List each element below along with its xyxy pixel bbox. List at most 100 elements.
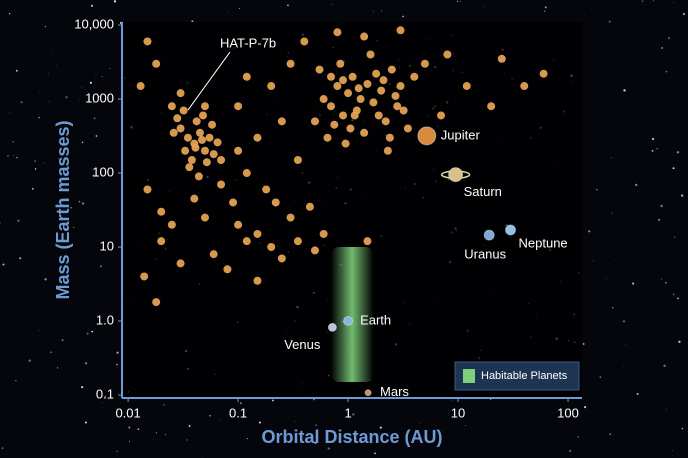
star — [653, 0, 655, 2]
exoplanet-point — [374, 111, 383, 120]
star — [81, 202, 85, 205]
exoplanet-point — [209, 250, 218, 259]
star — [676, 151, 680, 154]
exoplanet-point — [194, 172, 203, 181]
exoplanet-point — [379, 76, 388, 85]
star — [374, 452, 376, 455]
y-tick-label: 10 — [100, 238, 114, 253]
star — [31, 187, 34, 190]
exoplanet-point — [167, 220, 176, 229]
exoplanet-point — [176, 124, 185, 133]
exoplanet-point — [242, 72, 251, 81]
star — [7, 154, 9, 157]
x-axis-title: Orbital Distance (AU) — [261, 427, 442, 447]
exoplanet-point — [387, 65, 396, 74]
exoplanet-point — [208, 120, 217, 129]
star — [315, 424, 318, 427]
solar-planet — [483, 229, 495, 241]
x-tick-label: 10 — [451, 405, 465, 420]
star — [116, 363, 118, 366]
exoplanet-point — [346, 124, 355, 133]
star — [665, 282, 667, 284]
star — [186, 439, 188, 441]
star — [287, 4, 289, 7]
star — [52, 403, 54, 404]
planet-label: Neptune — [519, 235, 568, 250]
star — [48, 73, 49, 75]
star — [86, 332, 89, 335]
exoplanet-point — [372, 69, 381, 78]
exoplanet-point — [242, 237, 251, 246]
planet-label: Uranus — [464, 247, 506, 262]
star — [239, 7, 240, 9]
exoplanet-point — [293, 155, 302, 164]
exoplanet-point — [319, 95, 328, 104]
star — [327, 447, 330, 450]
star — [258, 421, 261, 424]
exoplanet-point — [223, 265, 232, 274]
star — [109, 68, 111, 70]
exoplanet-point — [393, 102, 402, 111]
exoplanet-point — [176, 259, 185, 268]
exoplanet-point — [310, 117, 319, 126]
exoplanet-point — [339, 76, 348, 85]
exoplanet-point — [242, 169, 251, 178]
star — [442, 429, 443, 431]
exoplanet-point — [157, 237, 166, 246]
star — [155, 432, 158, 434]
star — [95, 135, 98, 137]
star — [137, 428, 140, 431]
star — [596, 189, 598, 191]
exoplanet-point — [385, 133, 394, 142]
exoplanet-point — [399, 106, 408, 115]
star — [2, 263, 5, 266]
star — [55, 65, 57, 67]
legend-box — [454, 361, 580, 391]
star — [577, 436, 579, 438]
star — [92, 101, 95, 104]
exoplanet-point — [377, 86, 386, 95]
star — [100, 265, 102, 268]
exoplanet-point — [187, 155, 196, 164]
star — [456, 0, 459, 3]
star — [680, 194, 684, 197]
star — [313, 398, 315, 401]
star — [592, 260, 594, 262]
planet-label: Venus — [284, 337, 321, 352]
exoplanet-point — [179, 106, 188, 115]
exoplanet-point — [462, 82, 471, 91]
exoplanet-point — [363, 237, 372, 246]
star — [57, 367, 59, 369]
exoplanet-point — [286, 213, 295, 222]
star — [419, 422, 421, 424]
x-tick-label: 1 — [344, 405, 351, 420]
star — [599, 376, 601, 378]
star — [115, 16, 117, 18]
star — [295, 421, 296, 423]
exoplanet-point — [202, 158, 211, 167]
star — [12, 141, 15, 143]
exoplanet-point — [327, 102, 336, 111]
star — [90, 4, 94, 7]
exoplanet-point — [396, 82, 405, 91]
star — [101, 76, 103, 78]
exoplanet-point — [360, 128, 369, 137]
star — [625, 344, 626, 346]
exoplanet-point — [391, 91, 400, 100]
exoplanet-point — [366, 50, 375, 59]
star — [583, 406, 587, 409]
exoplanet-point — [410, 72, 419, 81]
planet-label: Jupiter — [441, 127, 481, 142]
star — [582, 343, 585, 345]
star — [351, 413, 355, 416]
star — [490, 398, 492, 400]
star — [673, 2, 674, 3]
exoplanet-point — [234, 220, 243, 229]
star — [668, 130, 670, 132]
star — [78, 200, 81, 203]
star — [678, 340, 681, 343]
star — [8, 12, 11, 15]
star — [635, 183, 638, 186]
exoplanet-point — [420, 59, 429, 68]
